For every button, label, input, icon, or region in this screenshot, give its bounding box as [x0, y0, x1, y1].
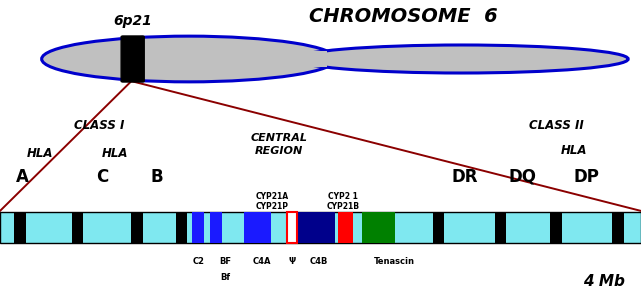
FancyBboxPatch shape: [192, 212, 204, 243]
FancyBboxPatch shape: [296, 212, 335, 243]
Text: C4B: C4B: [310, 257, 328, 266]
FancyBboxPatch shape: [72, 212, 83, 243]
Text: 6p21: 6p21: [113, 14, 152, 28]
Text: DQ: DQ: [508, 168, 537, 186]
FancyBboxPatch shape: [292, 51, 327, 67]
FancyBboxPatch shape: [176, 212, 187, 243]
FancyBboxPatch shape: [433, 212, 444, 243]
Text: HLA: HLA: [26, 147, 53, 160]
Text: Tenascin: Tenascin: [374, 257, 415, 266]
FancyBboxPatch shape: [550, 212, 562, 243]
FancyBboxPatch shape: [121, 36, 144, 82]
Text: Ψ: Ψ: [288, 257, 296, 266]
Text: CHROMOSOME  6: CHROMOSOME 6: [310, 7, 498, 26]
Text: HLA: HLA: [560, 144, 587, 157]
Text: C4A: C4A: [253, 257, 271, 266]
FancyBboxPatch shape: [612, 212, 624, 243]
FancyBboxPatch shape: [362, 212, 395, 243]
Text: C2: C2: [193, 257, 204, 266]
Text: HLA: HLA: [102, 147, 129, 160]
FancyBboxPatch shape: [14, 212, 26, 243]
Text: CYP21A
CYP21P: CYP21A CYP21P: [256, 191, 289, 211]
Text: DR: DR: [451, 168, 478, 186]
FancyBboxPatch shape: [244, 212, 271, 243]
Ellipse shape: [295, 45, 628, 73]
Text: DP: DP: [574, 168, 599, 186]
Text: BF: BF: [220, 257, 231, 266]
Text: CLASS I: CLASS I: [74, 119, 124, 132]
FancyBboxPatch shape: [131, 212, 143, 243]
Text: Bf: Bf: [221, 273, 231, 282]
Ellipse shape: [42, 36, 337, 82]
Text: CENTRAL
REGION: CENTRAL REGION: [251, 133, 307, 156]
FancyBboxPatch shape: [287, 212, 297, 243]
FancyBboxPatch shape: [338, 212, 353, 243]
Text: B: B: [151, 168, 163, 186]
FancyBboxPatch shape: [495, 212, 506, 243]
Text: CLASS II: CLASS II: [529, 119, 583, 132]
Text: CYP2 1
CYP21B: CYP2 1 CYP21B: [326, 191, 360, 211]
FancyBboxPatch shape: [0, 212, 641, 243]
Text: A: A: [16, 168, 29, 186]
Text: C: C: [96, 168, 109, 186]
FancyBboxPatch shape: [210, 212, 222, 243]
Text: 4 Mb: 4 Mb: [583, 274, 625, 289]
